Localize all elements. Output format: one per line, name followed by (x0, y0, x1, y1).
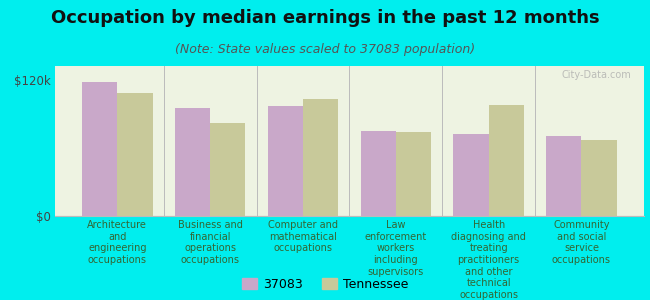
Bar (117, 93, 153, 216)
Text: (Note: State values scaled to 37083 population): (Note: State values scaled to 37083 popu… (175, 44, 475, 56)
Bar (453, 134, 489, 216)
Bar (396, 132, 431, 216)
Text: Occupation by median earnings in the past 12 months: Occupation by median earnings in the pas… (51, 9, 599, 27)
Legend: 37083, Tennessee: 37083, Tennessee (242, 278, 408, 291)
Bar (268, 106, 303, 216)
Bar (582, 140, 617, 216)
Bar (82, 82, 117, 216)
Bar (175, 108, 210, 216)
Bar (489, 105, 524, 216)
Bar (546, 136, 582, 216)
Bar (303, 99, 338, 216)
Bar (210, 123, 246, 216)
Text: City-Data.com: City-Data.com (562, 70, 632, 80)
Bar (361, 131, 396, 216)
